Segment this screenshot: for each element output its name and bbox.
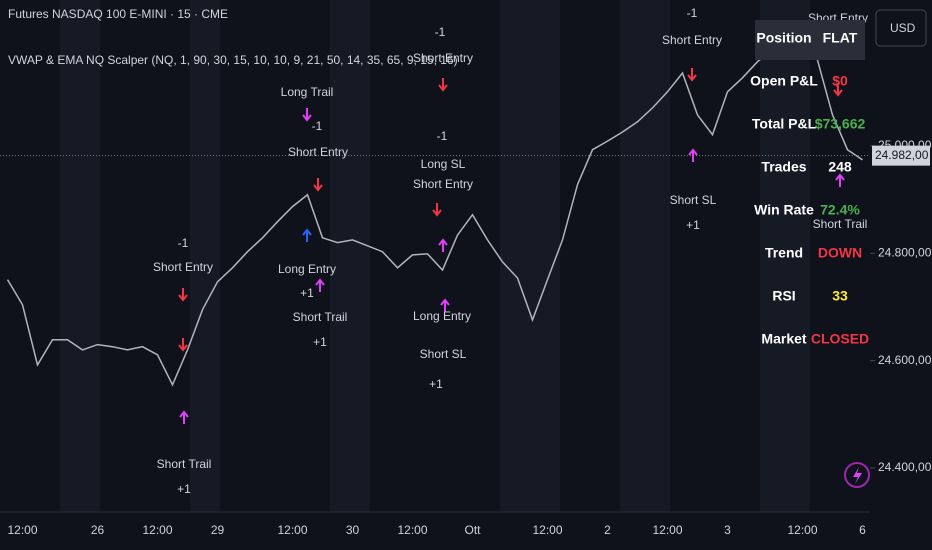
signal-arrow [833,83,843,97]
signal-arrow [438,78,448,92]
price-line [6,38,863,387]
signal-arrow [179,410,189,424]
signal-annotation: +1 [429,377,443,391]
table-label: Position [756,30,811,46]
signal-annotation: -1 [435,25,446,39]
x-tick-label: Ott [464,523,481,537]
x-tick-label: 12:00 [7,523,37,537]
signal-annotation: Short Entry [413,177,473,191]
signal-annotation: Short Trail [293,310,348,324]
table-value: 72.4% [820,202,860,218]
table-label: Open P&L [750,73,818,89]
signal-arrow [315,278,325,292]
signal-annotation: Short SL [670,193,717,207]
signal-annotation: Long SL [421,157,466,171]
table-value: $73,662 [815,116,866,132]
last-price-box [872,145,930,166]
table-value: DOWN [818,245,862,261]
x-tick-label: 12:00 [787,523,817,537]
signal-annotation: -1 [312,119,323,133]
x-tick-label: 12:00 [397,523,427,537]
signal-annotation: -1 [178,236,189,250]
signal-arrow [688,148,698,162]
table-label: Win Rate [754,202,814,218]
chart-title: Futures NASDAQ 100 E-MINI · 15 · CME [8,7,228,21]
y-tick-label: 24.800,00 [878,245,932,259]
signal-annotation: +1 [313,335,327,349]
signal-arrow [178,288,188,302]
x-tick-label: 30 [346,523,360,537]
table-label: Trend [765,245,803,261]
signal-arrow [178,338,188,352]
signal-annotation: Long Entry [278,262,336,276]
table-value: CLOSED [811,331,869,347]
signal-annotation: Short Entry [288,145,348,159]
signal-annotation: +1 [300,286,314,300]
signal-arrow [440,298,450,312]
signal-annotation: -1 [437,129,448,143]
signal-annotation: Short Entry [153,260,213,274]
x-tick-label: 12:00 [532,523,562,537]
signal-annotation: Long Trail [281,85,334,99]
signal-annotation: Short Trail [157,457,212,471]
signal-arrow [687,68,697,82]
signal-annotation: +1 [686,218,700,232]
signal-arrow [432,203,442,217]
signal-arrow [302,228,312,242]
signal-arrow [313,178,323,192]
table-label: Total P&L [752,116,817,132]
x-tick-label: 12:00 [277,523,307,537]
signal-annotation: Short SL [420,347,467,361]
signal-annotation: Short Trail [813,217,868,231]
x-tick-label: 29 [211,523,225,537]
alert-bolt [853,467,862,484]
table-value: FLAT [823,30,858,46]
signal-annotation: +1 [177,482,191,496]
x-tick-label: 12:00 [142,523,172,537]
signal-arrow [438,238,448,252]
session-bands [60,0,810,512]
signal-arrow [302,108,312,122]
x-tick-label: 3 [724,523,731,537]
x-tick-label: 2 [604,523,611,537]
signal-annotation: -1 [687,6,698,20]
currency-button[interactable] [875,9,927,47]
x-tick-label: 26 [91,523,105,537]
y-tick-label: 24.400,00 [878,460,932,474]
alert-icon[interactable] [844,462,870,488]
table-label: RSI [772,288,795,304]
signal-annotation: Long Entry [413,309,471,323]
signal-arrow [835,173,845,187]
table-header-bg [755,20,865,60]
signal-annotation: Short Entry [662,33,722,47]
table-value: $0 [832,73,848,89]
signal-annotation: Short Entry [413,51,473,65]
table-label: Trades [761,159,806,175]
table-label: Market [761,331,806,347]
x-tick-label: 6 [859,523,866,537]
table-value: 33 [832,288,848,304]
chart-subtitle: VWAP & EMA NQ Scalper (NQ, 1, 90, 30, 15… [8,53,458,67]
x-tick-label: 12:00 [652,523,682,537]
y-tick-label: 24.600,00 [878,353,932,367]
currency-label[interactable]: USD [890,21,916,35]
last-price-label: 24.982,00 [875,148,929,162]
table-value: 248 [828,159,852,175]
